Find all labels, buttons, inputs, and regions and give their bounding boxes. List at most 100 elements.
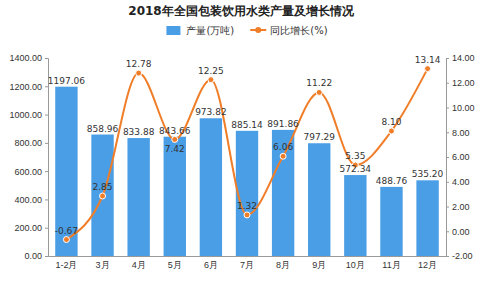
- tick-label: 1000.00: [9, 110, 42, 120]
- tick-mark: [45, 256, 48, 257]
- data-label: 843.66: [159, 126, 191, 136]
- data-label: 833.88: [123, 127, 155, 137]
- plot: 0.00200.00400.00600.00800.001000.001200.…: [9, 53, 474, 270]
- tick-mark: [45, 115, 48, 116]
- bar: [344, 175, 366, 256]
- data-label: 797.29: [303, 132, 335, 142]
- data-label: 11.22: [306, 78, 332, 88]
- marker: [388, 128, 394, 134]
- tick: 12月: [418, 256, 437, 270]
- tick: 400.00: [14, 195, 48, 205]
- bar: [308, 143, 330, 256]
- tick: 6月: [204, 256, 218, 270]
- tick: 8.00: [446, 128, 470, 138]
- tick: 8月: [276, 256, 290, 270]
- tick: 3月: [96, 256, 110, 270]
- tick-label: 1200.00: [9, 82, 42, 92]
- tick: 12.00: [446, 78, 475, 88]
- tick: 7月: [240, 256, 254, 270]
- data-label: 8.10: [381, 117, 401, 127]
- bar: [55, 87, 77, 256]
- tick-mark: [446, 157, 449, 158]
- tick-label: 10.00: [452, 103, 475, 113]
- tick-label: -2.00: [452, 251, 473, 261]
- tick-label: 8月: [276, 260, 290, 270]
- tick: 1400.00: [9, 53, 48, 63]
- tick: 14.00: [446, 53, 475, 63]
- tick-label: 1-2月: [55, 260, 77, 270]
- legend-item: 同比增长(%): [250, 25, 327, 36]
- tick-label: 12.00: [452, 78, 475, 88]
- tick-mark: [446, 83, 449, 84]
- tick-label: 0.00: [24, 251, 42, 261]
- title: 2018年全国包装饮用水类产量及增长情况: [128, 4, 354, 18]
- data-label: 572.34: [340, 164, 372, 174]
- tick: 0.00: [446, 227, 470, 237]
- marker: [172, 136, 178, 142]
- data-label: 488.76: [376, 176, 408, 186]
- tick-mark: [446, 231, 449, 232]
- tick: 10月: [346, 256, 365, 270]
- tick-mark: [45, 143, 48, 144]
- tick: 4.00: [446, 177, 470, 187]
- data-label: 1.32: [237, 201, 257, 211]
- data-label: 973.82: [195, 107, 227, 117]
- bar: [91, 135, 113, 256]
- legend-swatch: [166, 26, 180, 35]
- line: [66, 69, 427, 240]
- tick: 0.00: [24, 251, 48, 261]
- legend-label: 同比增长(%): [270, 25, 327, 36]
- bar: [200, 118, 222, 256]
- tick-label: 2.00: [452, 202, 470, 212]
- legend-item: 产量(万吨): [166, 25, 234, 36]
- marker: [316, 89, 322, 95]
- tick-mark: [45, 228, 48, 229]
- tick: 1200.00: [9, 82, 48, 92]
- axis-line: [49, 256, 447, 257]
- tick-label: 7月: [240, 260, 254, 270]
- legend-marker: [255, 27, 261, 33]
- tick-label: 10月: [346, 260, 365, 270]
- tick: 11月: [382, 256, 400, 270]
- tick-label: 12月: [418, 260, 437, 270]
- tick-mark: [446, 58, 449, 59]
- tick-mark: [446, 108, 449, 109]
- tick-label: 200.00: [14, 223, 42, 233]
- tick: 10.00: [446, 103, 475, 113]
- tick-label: 400.00: [14, 195, 42, 205]
- tick-label: 8.00: [452, 128, 470, 138]
- bar: [416, 180, 438, 256]
- data-label: 535.20: [412, 169, 444, 179]
- data-label: 885.14: [231, 120, 263, 130]
- tick: 4月: [132, 256, 146, 270]
- tick-mark: [45, 171, 48, 172]
- tick-label: 5月: [168, 260, 182, 270]
- marker: [280, 153, 286, 159]
- tick-mark: [446, 132, 449, 133]
- tick-mark: [446, 182, 449, 183]
- tick-label: 14.00: [452, 53, 475, 63]
- y-axis: 0.00200.00400.00600.00800.001000.001200.…: [9, 53, 48, 261]
- tick-mark: [45, 58, 48, 59]
- tick: 1-2月: [55, 256, 77, 270]
- tick-mark: [45, 86, 48, 87]
- y2-axis: -2.00 0.00 2.00 4.00 6.00 8.00 10.00 12.00 14.00: [446, 53, 475, 261]
- tick-mark: [45, 199, 48, 200]
- data-label: 2.85: [93, 182, 113, 192]
- tick-label: 11月: [382, 260, 400, 270]
- axis-line: [45, 59, 49, 257]
- data-label: 1197.06: [48, 76, 85, 86]
- x-axis: 1-2月3月4月5月6月7月8月9月10月11月12月: [49, 256, 447, 270]
- tick: 200.00: [14, 223, 48, 233]
- data-labels: 1197.06858.96833.88843.66973.82885.14891…: [48, 55, 444, 236]
- tick-label: 6.00: [452, 152, 470, 162]
- tick-label: 4.00: [452, 177, 470, 187]
- axis-line: [447, 59, 450, 257]
- bar: [272, 130, 294, 256]
- marker: [425, 66, 431, 72]
- data-label: 12.25: [198, 66, 224, 76]
- tick: 2.00: [446, 202, 470, 212]
- tick-label: 1400.00: [9, 53, 42, 63]
- tick-mark: [446, 207, 449, 208]
- data-label: 7.42: [165, 144, 185, 154]
